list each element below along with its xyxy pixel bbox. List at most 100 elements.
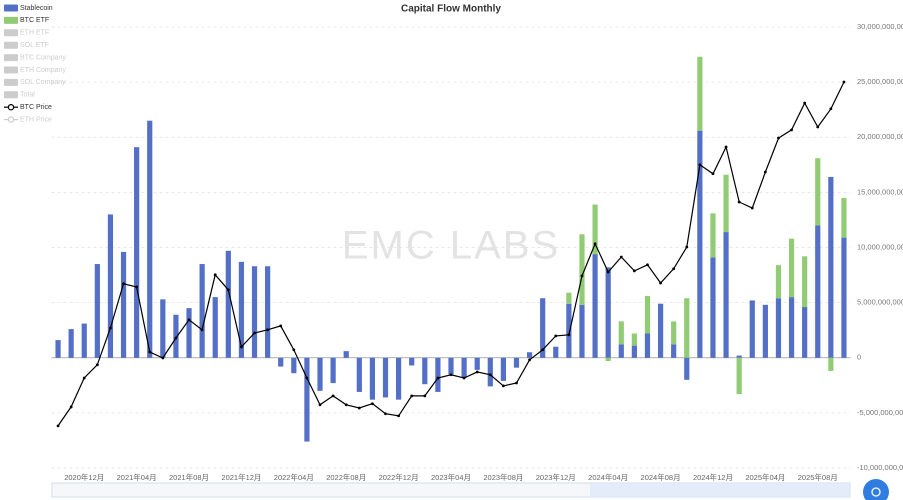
bar bbox=[579, 234, 585, 305]
y-tick-label: 30,000,000,000 bbox=[857, 22, 903, 31]
bar bbox=[513, 357, 520, 368]
y-tick-label: 20,000,000,000 bbox=[857, 132, 903, 141]
bar bbox=[487, 357, 493, 387]
bar bbox=[422, 357, 428, 385]
bar bbox=[474, 357, 480, 370]
legend-item[interactable]: BTC ETF bbox=[4, 16, 49, 24]
price-point bbox=[606, 270, 610, 274]
bar bbox=[212, 297, 218, 358]
bar bbox=[579, 304, 585, 358]
bar bbox=[330, 357, 336, 384]
legend-marker bbox=[7, 103, 15, 111]
y-tick-label: -5,000,000,000 bbox=[857, 408, 903, 417]
legend-label: SOL Company bbox=[20, 79, 66, 86]
bar bbox=[396, 357, 402, 400]
bar bbox=[684, 298, 690, 358]
legend-item[interactable]: ETH Company bbox=[4, 66, 66, 74]
price-point bbox=[135, 285, 139, 289]
price-point bbox=[56, 424, 60, 428]
price-point bbox=[279, 324, 283, 328]
price-point bbox=[344, 403, 348, 407]
price-point bbox=[371, 402, 374, 406]
legend-item[interactable]: Total bbox=[4, 91, 35, 99]
price-point bbox=[593, 242, 597, 246]
bar bbox=[225, 250, 231, 358]
legend-label: Stablecoin bbox=[20, 5, 53, 12]
price-point bbox=[750, 206, 754, 210]
price-point bbox=[790, 128, 793, 132]
legend-label: ETH Price bbox=[20, 116, 52, 123]
price-point bbox=[161, 356, 165, 360]
bar bbox=[304, 357, 310, 442]
bar bbox=[697, 56, 703, 131]
price-point bbox=[580, 274, 584, 278]
bar bbox=[251, 266, 258, 358]
legend-item[interactable]: ETH Price bbox=[4, 116, 52, 123]
x-tick-label: 2023年04月 bbox=[431, 472, 471, 482]
bar bbox=[788, 297, 795, 358]
bar bbox=[802, 307, 808, 358]
price-point bbox=[213, 273, 217, 277]
x-tick-label: 2022年12月 bbox=[379, 472, 419, 482]
data-zoom[interactable] bbox=[51, 482, 851, 498]
price-point bbox=[842, 80, 846, 84]
watermark: EMC LABS bbox=[342, 224, 560, 268]
price-point bbox=[698, 163, 702, 167]
bar bbox=[461, 357, 467, 378]
bar bbox=[644, 333, 651, 358]
legend-label: BTC Company bbox=[20, 54, 66, 61]
price-point bbox=[95, 363, 99, 367]
bar bbox=[238, 261, 245, 358]
bar bbox=[762, 304, 768, 358]
bar bbox=[775, 265, 782, 299]
legend-item[interactable]: Stablecoin bbox=[4, 4, 53, 12]
x-tick-label: 2023年12月 bbox=[536, 472, 576, 482]
legend-item[interactable]: ETH ETF bbox=[4, 29, 49, 37]
bar bbox=[618, 321, 624, 345]
price-point bbox=[724, 145, 728, 149]
bar bbox=[186, 308, 192, 358]
price-point bbox=[763, 170, 767, 174]
price-point bbox=[305, 376, 309, 380]
legend-swatch bbox=[4, 4, 18, 12]
bar bbox=[802, 256, 808, 308]
price-point bbox=[803, 101, 807, 105]
legend-label: ETH ETF bbox=[20, 30, 49, 37]
price-point bbox=[122, 282, 125, 286]
bar bbox=[736, 355, 742, 358]
legend-label: BTC Price bbox=[20, 104, 52, 111]
bar bbox=[828, 357, 834, 371]
bar bbox=[723, 174, 729, 233]
price-point bbox=[226, 288, 230, 292]
x-tick-label: 2025年04月 bbox=[745, 472, 785, 482]
x-tick-label: 2023年08月 bbox=[483, 472, 523, 482]
price-point bbox=[436, 376, 440, 380]
chat-button[interactable] bbox=[863, 479, 889, 500]
price-point bbox=[187, 318, 191, 322]
y-tick-label: 5,000,000,000 bbox=[857, 298, 903, 307]
legend-item[interactable]: BTC Company bbox=[4, 54, 66, 61]
x-tick-label: 2021年08月 bbox=[169, 472, 209, 482]
chat-icon bbox=[871, 487, 881, 497]
x-tick-label: 2021年04月 bbox=[117, 472, 157, 482]
bar bbox=[710, 257, 716, 358]
legend-item[interactable]: SOL ETF bbox=[4, 41, 49, 49]
price-point bbox=[619, 255, 623, 259]
bar bbox=[815, 158, 821, 226]
price-point bbox=[475, 370, 479, 374]
bar bbox=[815, 225, 821, 358]
zoom-window[interactable] bbox=[590, 483, 850, 497]
legend-item[interactable]: SOL Company bbox=[4, 78, 66, 86]
price-point bbox=[632, 269, 636, 273]
legend-label: Total bbox=[20, 92, 35, 99]
bar bbox=[775, 298, 782, 358]
legend-swatch bbox=[4, 16, 18, 24]
price-point bbox=[554, 334, 558, 338]
legend-swatch bbox=[4, 29, 18, 37]
legend-item[interactable]: BTC Price bbox=[4, 103, 52, 111]
price-point bbox=[501, 384, 505, 388]
bar bbox=[173, 314, 179, 358]
bar bbox=[684, 357, 690, 380]
legend-swatch bbox=[4, 66, 18, 74]
